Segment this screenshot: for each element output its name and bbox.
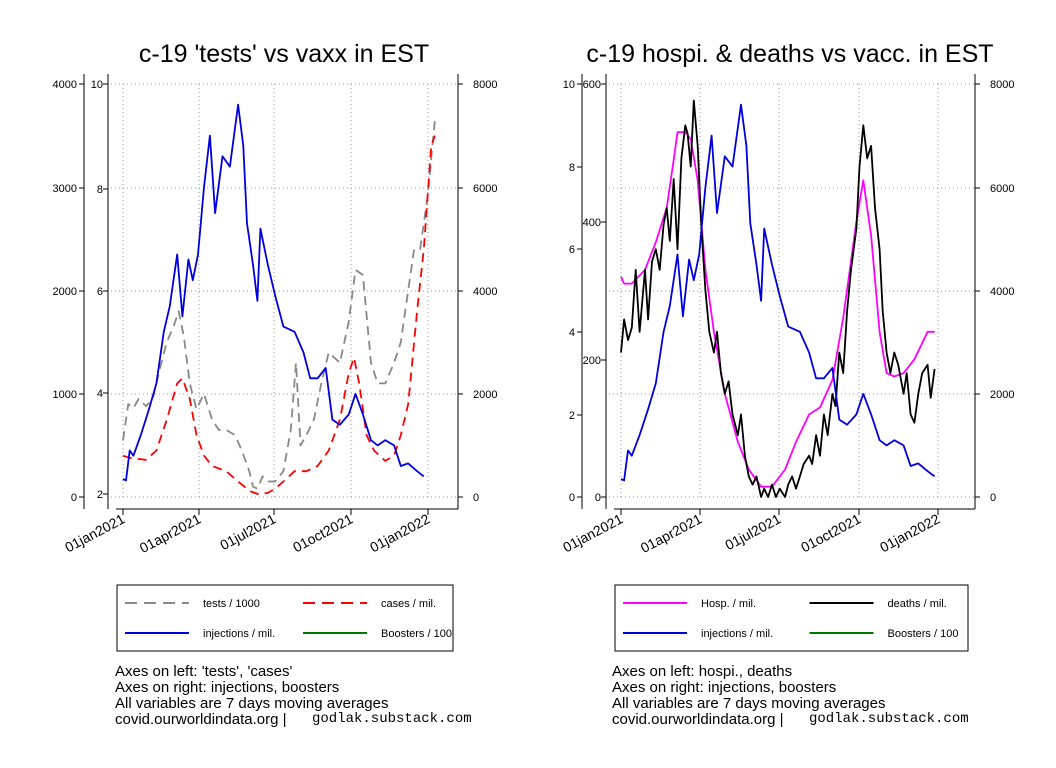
left-inner-tick-label: 0 <box>595 492 601 504</box>
series-line-0 <box>620 131 935 488</box>
legend: Hosp. / mil. deaths / mil. injections / mi… <box>614 584 969 652</box>
left-inner-tick-label: 200 <box>583 355 601 367</box>
left-outer-tick-label: 0 <box>569 492 575 504</box>
series-line-2 <box>122 103 425 482</box>
right-tick-label: 4000 <box>473 286 497 298</box>
right-tick-label: 4000 <box>990 286 1014 298</box>
x-tick-label: 01apr2021 <box>137 510 204 556</box>
left-inner-tick-label: 400 <box>583 217 601 229</box>
left-outer-tick-label: 4000 <box>53 79 77 91</box>
chart-panel-2: c-19 hospi. & deaths vs vacc. in EST 0 2 4 6… <box>560 40 1014 728</box>
legend-label: Boosters / 100 <box>381 628 452 640</box>
right-tick-label: 2000 <box>990 389 1014 401</box>
footnote-line: Axes on right: injections, boosters <box>612 679 836 696</box>
legend-box <box>116 584 454 652</box>
legend-label: deaths / mil. <box>888 598 947 610</box>
chart-title: c-19 'tests' vs vaxx in EST <box>139 40 429 68</box>
footnote-line: covid.ourworldindata.org | <box>612 711 784 728</box>
x-tick-label: 01jan2021 <box>62 510 127 555</box>
left-inner-tick-label: 4 <box>97 388 103 400</box>
right-tick-label: 2000 <box>473 389 497 401</box>
legend-label: Hosp. / mil. <box>701 598 756 610</box>
left-outer-tick-label: 1000 <box>53 389 77 401</box>
legend-label: Boosters / 100 <box>888 628 959 640</box>
legend-label: injections / mil. <box>203 628 275 640</box>
footnote-line: Axes on left: hospi., deaths <box>612 663 792 680</box>
source-credit: godlak.substack.com <box>312 711 472 727</box>
legend-label: tests / 1000 <box>203 598 260 610</box>
series-line-2 <box>620 103 936 482</box>
source-credit: godlak.substack.com <box>809 711 969 727</box>
right-tick-label: 6000 <box>473 183 497 195</box>
left-outer-tick-label: 2 <box>569 410 575 422</box>
footnote-line: Axes on right: injections, boosters <box>115 679 339 696</box>
x-tick-label: 01oct2021 <box>290 510 355 555</box>
right-tick-label: 0 <box>990 492 996 504</box>
x-tick-label: 01oct2021 <box>798 510 863 555</box>
right-tick-label: 0 <box>473 492 479 504</box>
footnote-line: covid.ourworldindata.org | <box>115 711 287 728</box>
chart-title: c-19 hospi. & deaths vs vacc. in EST <box>586 40 993 68</box>
legend: tests / 1000 cases / mil. injections / mil… <box>116 584 454 652</box>
legend-box <box>614 584 969 652</box>
x-tick-label: 01jan2021 <box>560 510 625 555</box>
right-tick-label: 8000 <box>990 79 1014 91</box>
right-tick-label: 6000 <box>990 183 1014 195</box>
x-tick-label: 01jul2021 <box>217 510 278 553</box>
series-line-1 <box>122 135 436 495</box>
left-outer-tick-label: 3000 <box>53 183 77 195</box>
left-outer-tick-label: 4 <box>569 327 575 339</box>
x-tick-label: 01jan2022 <box>877 510 942 555</box>
footnote-line: All variables are 7 days moving averages <box>115 695 388 712</box>
legend-label: cases / mil. <box>381 598 436 610</box>
legend-label: injections / mil. <box>701 628 773 640</box>
left-inner-tick-label: 2 <box>97 489 103 501</box>
footnote-line: Axes on left: 'tests', 'cases' <box>115 663 292 680</box>
left-inner-tick-label: 6 <box>97 286 103 298</box>
right-tick-label: 8000 <box>473 79 497 91</box>
x-tick-label: 01jul2021 <box>722 510 783 553</box>
chart-panel-1: c-19 'tests' vs vaxx in EST 0 1000 2000 3000… <box>53 40 498 728</box>
left-outer-tick-label: 8 <box>569 162 575 174</box>
series-line-0 <box>122 120 436 490</box>
left-inner-tick-label: 10 <box>91 79 103 91</box>
left-inner-tick-label: 8 <box>97 184 103 196</box>
footnote-line: All variables are 7 days moving averages <box>612 695 885 712</box>
left-outer-tick-label: 6 <box>569 244 575 256</box>
left-outer-tick-label: 2000 <box>53 286 77 298</box>
left-inner-tick-label: 600 <box>583 79 601 91</box>
series-line-1 <box>620 99 936 498</box>
left-outer-tick-label: 0 <box>71 492 77 504</box>
x-tick-label: 01jan2022 <box>367 510 432 555</box>
left-outer-tick-label: 10 <box>563 79 575 91</box>
x-tick-label: 01apr2021 <box>638 510 705 556</box>
